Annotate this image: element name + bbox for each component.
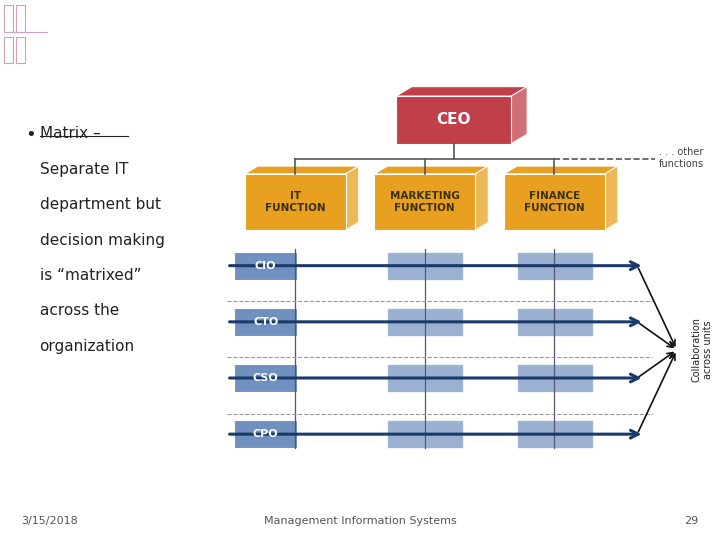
Text: CPO: CPO xyxy=(253,429,279,439)
Polygon shape xyxy=(475,166,488,230)
Text: CSO: CSO xyxy=(253,373,279,383)
Text: FINANCE
FUNCTION: FINANCE FUNCTION xyxy=(524,191,585,213)
Text: . . . other
functions: . . . other functions xyxy=(659,147,704,168)
Polygon shape xyxy=(374,166,488,174)
FancyBboxPatch shape xyxy=(234,308,297,336)
Polygon shape xyxy=(605,166,618,230)
FancyBboxPatch shape xyxy=(517,308,593,336)
Text: •: • xyxy=(25,126,36,144)
Text: CEO: CEO xyxy=(436,112,471,127)
FancyBboxPatch shape xyxy=(374,174,475,230)
FancyBboxPatch shape xyxy=(517,252,593,280)
Text: Matrix –: Matrix – xyxy=(40,126,100,141)
Text: is “matrixed”: is “matrixed” xyxy=(40,268,141,283)
Text: Separate IT: Separate IT xyxy=(40,162,128,177)
Polygon shape xyxy=(396,86,527,96)
Text: department but: department but xyxy=(40,197,161,212)
Bar xyxy=(4,5,13,31)
Text: decision making: decision making xyxy=(40,233,164,248)
Text: IT Function Structural Placement: IT Function Structural Placement xyxy=(47,23,563,51)
Text: Collaboration
across units: Collaboration across units xyxy=(691,318,713,382)
FancyBboxPatch shape xyxy=(504,174,605,230)
FancyBboxPatch shape xyxy=(517,420,593,448)
FancyBboxPatch shape xyxy=(387,252,463,280)
Text: 3/15/2018: 3/15/2018 xyxy=(22,516,78,526)
Polygon shape xyxy=(245,166,359,174)
Bar xyxy=(4,37,13,63)
FancyBboxPatch shape xyxy=(234,420,297,448)
Text: MARKETING
FUNCTION: MARKETING FUNCTION xyxy=(390,191,460,213)
Text: CIO: CIO xyxy=(255,261,276,271)
Bar xyxy=(16,5,25,31)
FancyBboxPatch shape xyxy=(234,252,297,280)
Text: Management Information Systems: Management Information Systems xyxy=(264,516,456,526)
Text: 29: 29 xyxy=(684,516,698,526)
Text: CTO: CTO xyxy=(253,317,279,327)
Polygon shape xyxy=(511,86,527,144)
FancyBboxPatch shape xyxy=(396,96,511,144)
FancyBboxPatch shape xyxy=(387,364,463,392)
Text: across the: across the xyxy=(40,303,119,319)
FancyBboxPatch shape xyxy=(517,364,593,392)
Text: organization: organization xyxy=(40,339,135,354)
Text: IT
FUNCTION: IT FUNCTION xyxy=(265,191,325,213)
Bar xyxy=(16,37,25,63)
Polygon shape xyxy=(346,166,359,230)
Polygon shape xyxy=(504,166,618,174)
FancyBboxPatch shape xyxy=(245,174,346,230)
FancyBboxPatch shape xyxy=(387,308,463,336)
FancyBboxPatch shape xyxy=(234,364,297,392)
FancyBboxPatch shape xyxy=(387,420,463,448)
